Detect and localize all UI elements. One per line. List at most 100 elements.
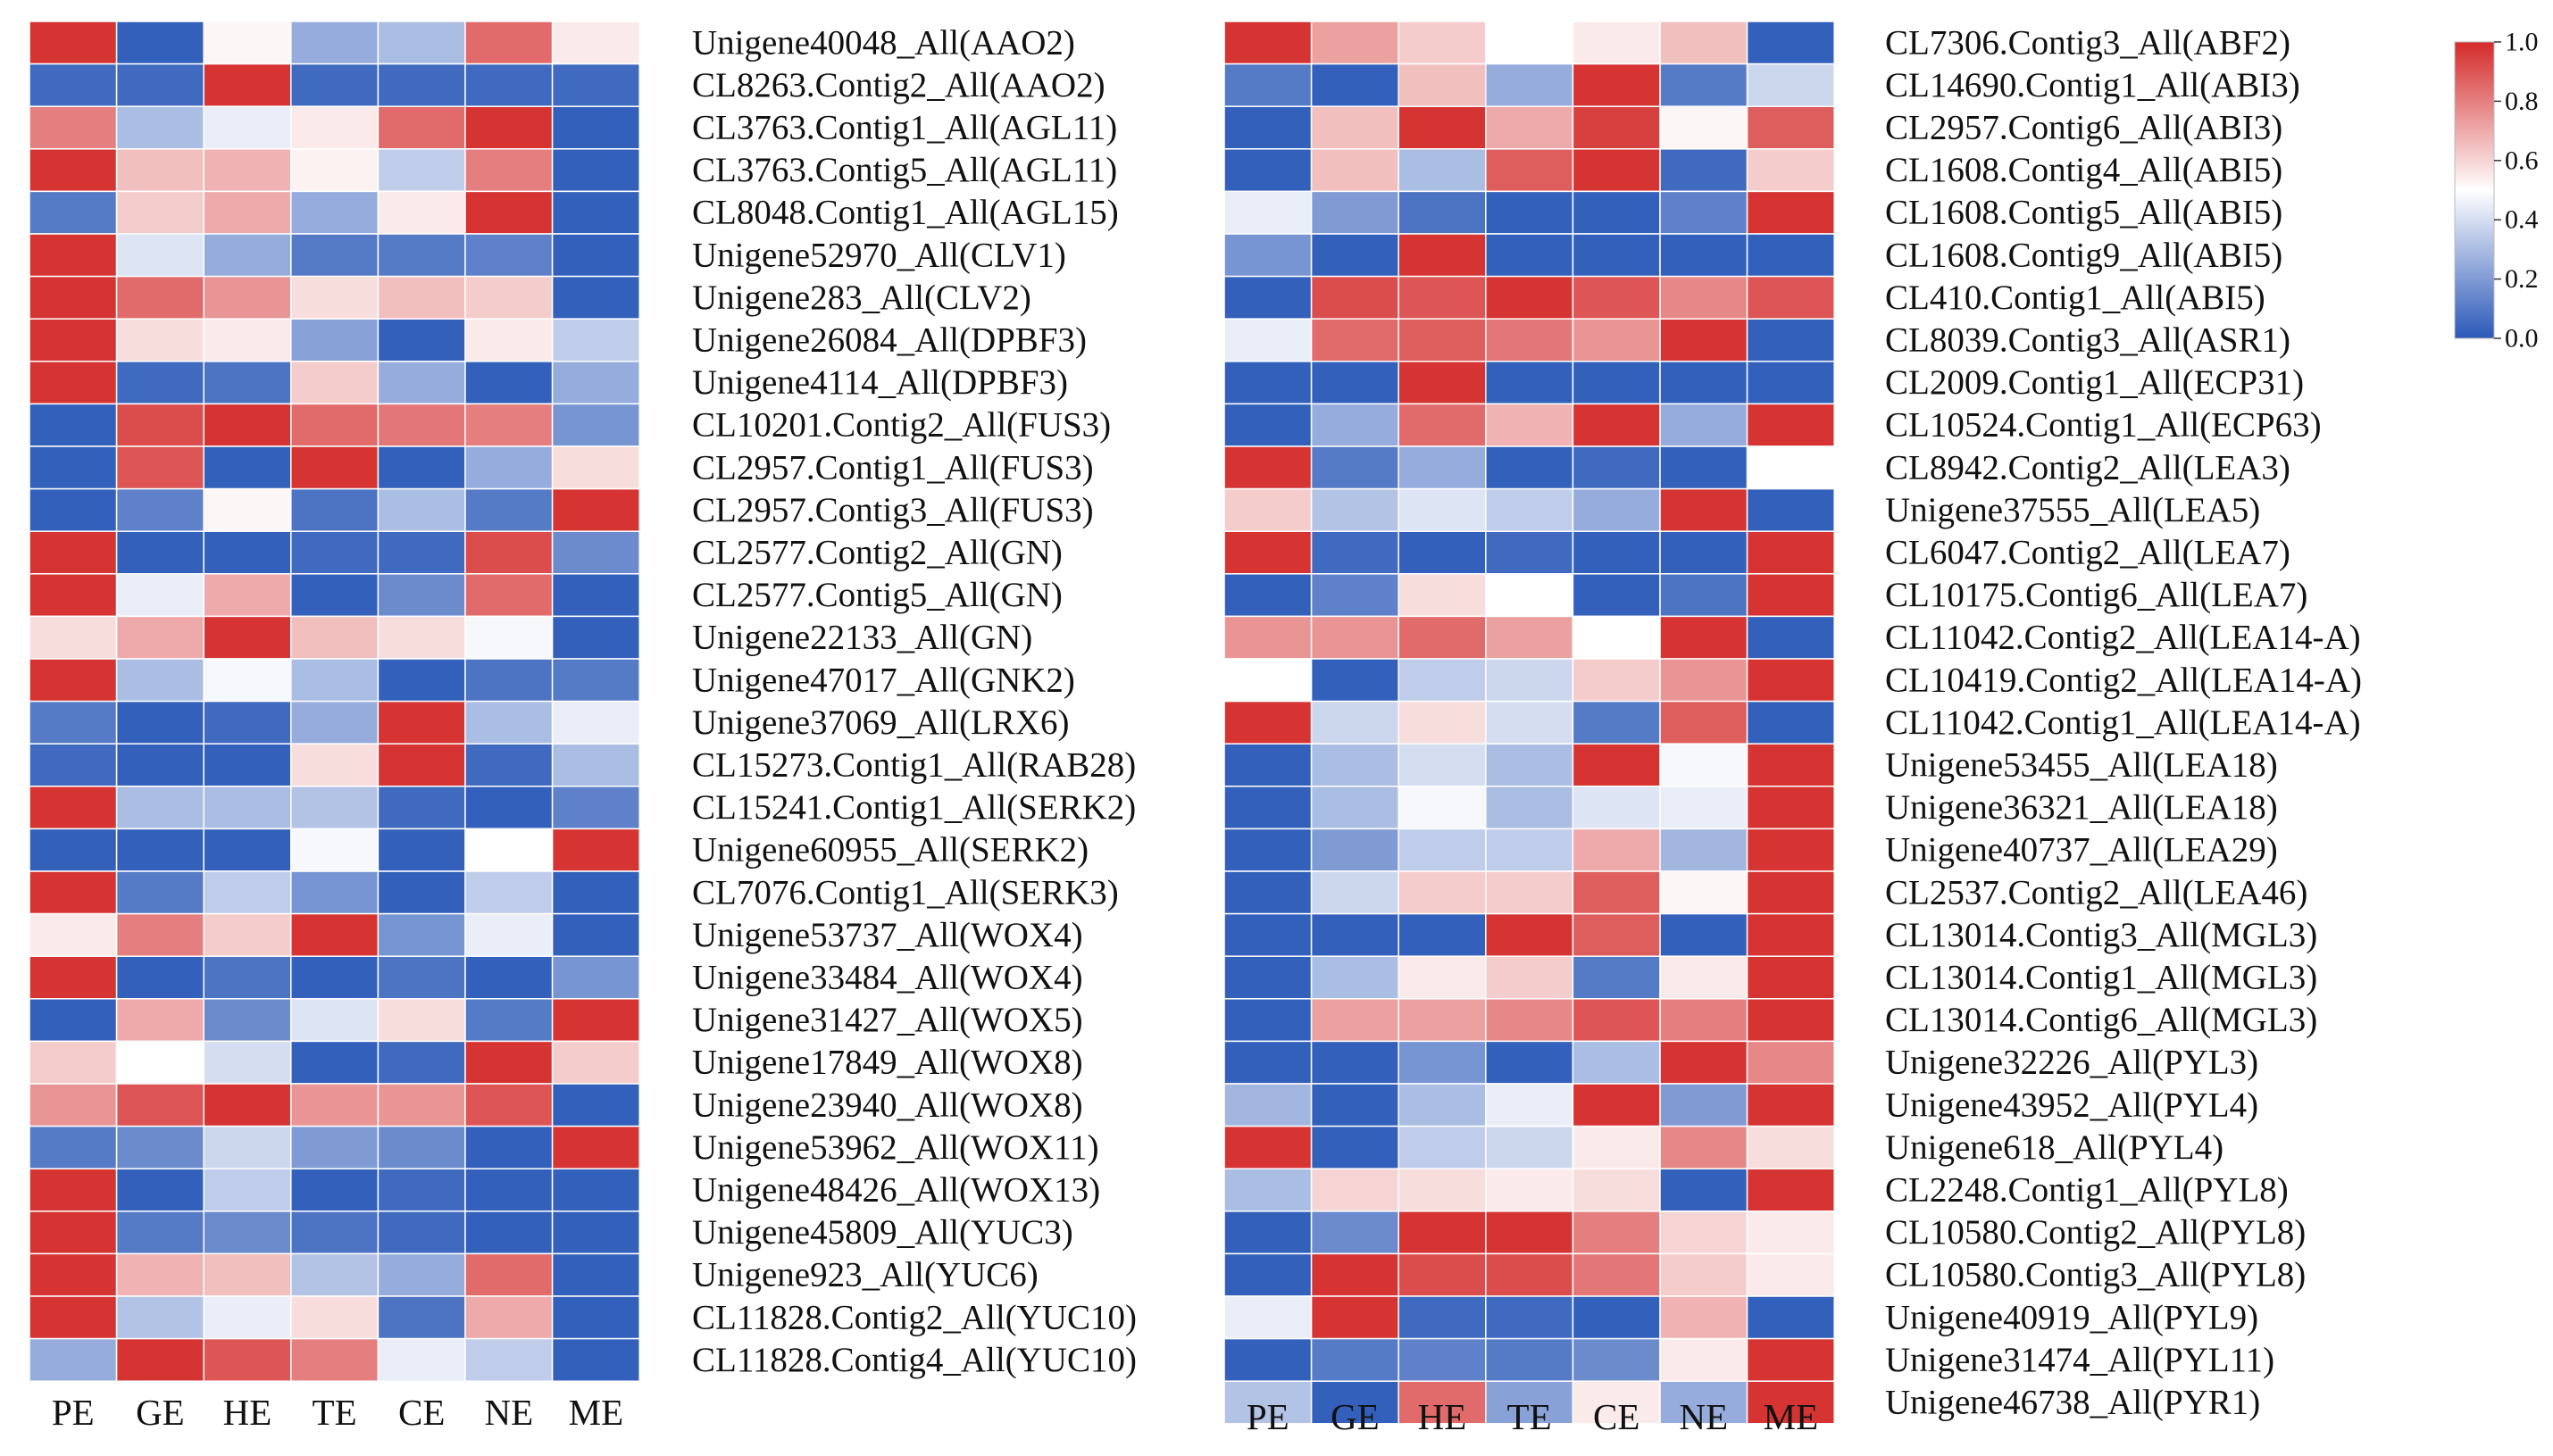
- row-label: Unigene52970_All(CLV1): [692, 236, 1066, 274]
- heatmap-cell: [203, 998, 292, 1043]
- row-label: Unigene26084_All(DPBF3): [692, 321, 1087, 360]
- heatmap-cell: [1659, 912, 1748, 957]
- heatmap-cell: [1485, 105, 1574, 150]
- heatmap-cell: [29, 1168, 118, 1212]
- heatmap-cell: [115, 530, 204, 575]
- heatmap-cell: [203, 318, 292, 362]
- heatmap-cell: [1746, 1295, 1835, 1340]
- heatmap-cell: [1659, 1252, 1748, 1297]
- heatmap-cell: [1397, 870, 1487, 915]
- heatmap-cell: [1746, 275, 1835, 320]
- heatmap-cell: [464, 998, 554, 1043]
- column-label: TE: [313, 1392, 357, 1433]
- heatmap-cell: [1746, 1337, 1835, 1382]
- heatmap-cell: [1746, 21, 1835, 65]
- row-label: CL6047.Contig2_All(LEA7): [1885, 534, 2290, 572]
- heatmap-cell: [203, 870, 292, 915]
- heatmap-cell: [1746, 912, 1835, 957]
- heatmap-cell: [203, 1252, 292, 1297]
- row-label: CL10524.Contig1_All(ECP63): [1885, 406, 2322, 445]
- heatmap-cell: [115, 1083, 204, 1127]
- heatmap-cell: [551, 361, 640, 405]
- heatmap-cell: [115, 148, 204, 193]
- heatmap-cell: [1572, 1168, 1661, 1212]
- heatmap-cell: [1659, 530, 1748, 575]
- heatmap-cell: [1572, 403, 1661, 447]
- heatmap-cell: [1746, 487, 1835, 532]
- heatmap-cell: [1659, 828, 1748, 872]
- heatmap-cell: [1397, 445, 1487, 490]
- heatmap-cell: [464, 233, 554, 278]
- row-label: CL3763.Contig5_All(AGL11): [692, 151, 1117, 189]
- heatmap-cell: [1572, 870, 1661, 915]
- heatmap-cell: [29, 361, 118, 405]
- row-label: CL7306.Contig3_All(ABF2): [1885, 23, 2290, 62]
- heatmap-cell: [1572, 1337, 1661, 1382]
- heatmap-cell: [464, 1125, 554, 1169]
- heatmap-cell: [551, 190, 640, 235]
- heatmap-cell: [115, 700, 204, 745]
- heatmap-cell: [29, 1295, 118, 1340]
- heatmap-cell: [464, 487, 554, 532]
- heatmap-cell: [551, 233, 640, 278]
- heatmap-cell: [1572, 955, 1661, 1000]
- heatmap-cell: [1572, 530, 1661, 575]
- heatmap-cell: [290, 1168, 380, 1212]
- heatmap-cell: [551, 530, 640, 575]
- colorbar-tick-label: 0.0: [2505, 324, 2539, 354]
- heatmap-cell: [1310, 870, 1399, 915]
- heatmap-cell: [1485, 1083, 1574, 1127]
- heatmap-cell: [1572, 998, 1661, 1043]
- heatmap-cell: [115, 105, 204, 150]
- heatmap-cell: [1659, 870, 1748, 915]
- heatmap-cell: [29, 318, 118, 362]
- heatmap-cell: [1397, 573, 1487, 618]
- heatmap-cell: [1223, 743, 1313, 787]
- heatmap-cell: [115, 1252, 204, 1297]
- heatmap-cell: [1223, 233, 1313, 278]
- heatmap-cell: [29, 955, 118, 1000]
- heatmap-cell: [1659, 62, 1748, 107]
- heatmap-cell: [1485, 1168, 1574, 1212]
- heatmap-cell: [1223, 1380, 1313, 1425]
- heatmap-cell: [1485, 445, 1574, 490]
- heatmap-cell: [377, 275, 466, 320]
- heatmap-cell: [1397, 1337, 1487, 1382]
- heatmap-cell: [551, 275, 640, 320]
- row-label: Unigene22133_All(GN): [692, 619, 1032, 657]
- heatmap-cell: [1659, 573, 1748, 618]
- row-label: CL2577.Contig2_All(GN): [692, 534, 1063, 572]
- heatmap-cell: [464, 658, 554, 703]
- heatmap-cell: [203, 275, 292, 320]
- row-label: CL10419.Contig2_All(LEA14-A): [1885, 661, 2362, 699]
- heatmap-cell: [1485, 318, 1574, 362]
- heatmap-cell: [1572, 105, 1661, 150]
- heatmap-cell: [1397, 828, 1487, 872]
- heatmap-cell: [203, 530, 292, 575]
- heatmap-cell: [1223, 1252, 1313, 1297]
- heatmap-cell: [29, 233, 118, 278]
- heatmap-cell: [1572, 786, 1661, 830]
- heatmap-cell: [1310, 62, 1399, 107]
- heatmap-cell: [115, 403, 204, 447]
- heatmap-cell: [29, 998, 118, 1043]
- heatmap-cell: [551, 573, 640, 618]
- row-label: Unigene53455_All(LEA18): [1885, 746, 2278, 785]
- heatmap-cell: [29, 445, 118, 490]
- heatmap-cell: [1310, 573, 1399, 618]
- heatmap-cell: [1746, 403, 1835, 447]
- heatmap-cell: [115, 318, 204, 362]
- heatmap-cell: [203, 190, 292, 235]
- heatmap-cell: [377, 1252, 466, 1297]
- heatmap-cell: [290, 1337, 380, 1382]
- heatmap-cell: [1223, 1168, 1313, 1212]
- heatmap-cell: [1223, 658, 1313, 703]
- heatmap-cell: [1485, 487, 1574, 532]
- row-label: Unigene31474_All(PYL11): [1885, 1341, 2274, 1379]
- heatmap-cell: [290, 445, 380, 490]
- heatmap-cell: [1572, 361, 1661, 405]
- heatmap-cell: [551, 318, 640, 362]
- heatmap-cell: [290, 658, 380, 703]
- heatmap-cell: [1572, 828, 1661, 872]
